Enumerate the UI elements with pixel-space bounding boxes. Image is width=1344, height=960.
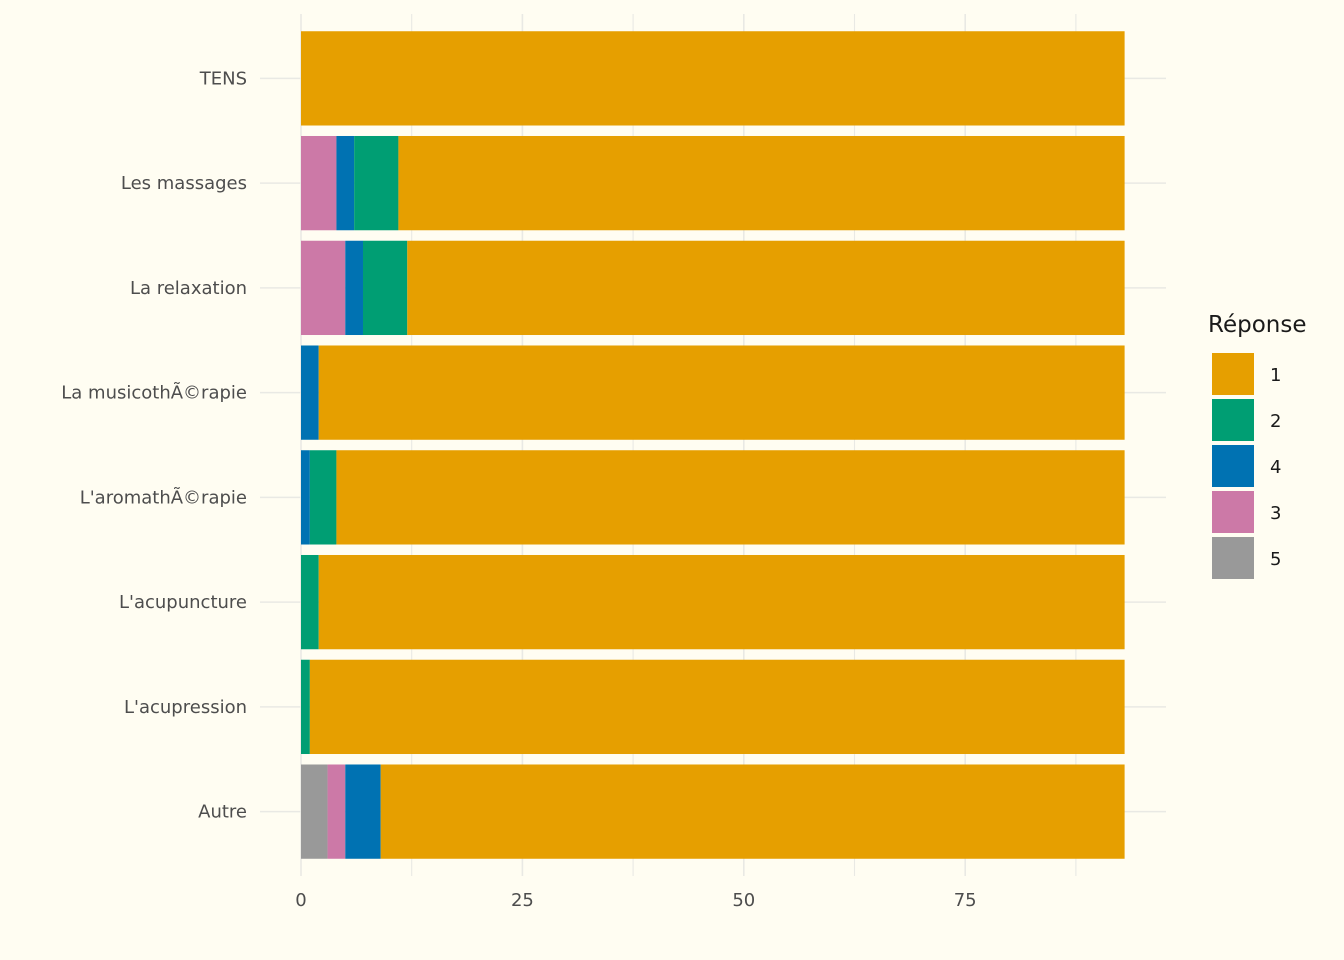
bar-segment-series-1 (380, 764, 1125, 859)
y-tick-label: L'aromathÃ©rapie (80, 486, 247, 508)
bar-segment-series-5 (301, 764, 328, 859)
bar-segment-series-4 (336, 135, 355, 231)
legend-label: 5 (1270, 549, 1281, 570)
bar-segment-series-2 (354, 135, 399, 231)
bar-segment-series-2 (362, 240, 408, 336)
bar-segment-series-3 (301, 240, 346, 336)
bar-segment-series-1 (309, 659, 1125, 755)
legend-title: Réponse (1208, 312, 1306, 338)
x-tick-label: 25 (511, 890, 534, 911)
bar-segment-series-2 (309, 450, 337, 545)
y-tick-label: Autre (198, 802, 247, 823)
bar-segment-series-1 (398, 135, 1125, 231)
bar-segment-series-3 (327, 764, 346, 859)
legend-key (1212, 537, 1254, 579)
bar-segment-series-1 (318, 345, 1125, 440)
legend-key (1212, 399, 1254, 441)
bar-segment-series-3 (301, 135, 337, 231)
x-tick-label: 75 (954, 890, 977, 911)
legend-label: 2 (1270, 411, 1281, 432)
bar-segment-series-2 (301, 659, 310, 755)
bar-segment-series-2 (301, 554, 319, 650)
x-tick-label: 0 (295, 890, 306, 911)
bar-segment-series-1 (318, 554, 1125, 650)
bar-segment-series-1 (301, 31, 1125, 126)
legend-key (1212, 353, 1254, 395)
bar-segment-series-4 (301, 450, 310, 545)
legend-key (1212, 445, 1254, 487)
bar-segment-series-1 (407, 240, 1125, 336)
y-tick-label: L'acupression (124, 697, 247, 718)
legend-label: 4 (1270, 457, 1281, 478)
y-tick-label: La relaxation (130, 278, 247, 299)
bar-segment-series-1 (336, 450, 1125, 545)
y-tick-label: L'acupuncture (119, 592, 247, 613)
y-tick-label: Les massages (121, 173, 247, 194)
y-tick-label: TENS (199, 68, 247, 89)
bar-segment-series-4 (345, 240, 363, 336)
legend-label: 3 (1270, 503, 1281, 524)
y-tick-label: La musicothÃ©rapie (61, 382, 247, 404)
bar-segment-series-4 (301, 345, 319, 440)
x-tick-label: 50 (732, 890, 755, 911)
bar-segment-series-4 (345, 764, 381, 859)
legend-label: 1 (1270, 365, 1281, 386)
legend-key (1212, 491, 1254, 533)
